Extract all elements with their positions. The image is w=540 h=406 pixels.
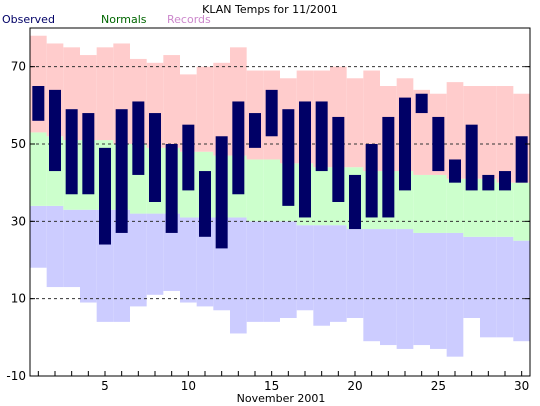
observed-bar <box>249 113 261 148</box>
below-normal-band <box>480 236 497 338</box>
observed-bar <box>449 159 461 183</box>
y-tick-label: 70 <box>11 60 26 74</box>
observed-bar <box>32 86 45 121</box>
observed-bar <box>465 124 478 191</box>
x-tick-label: 30 <box>514 379 529 393</box>
observed-bar <box>132 101 145 175</box>
observed-bar <box>299 101 311 218</box>
below-normal-band <box>446 232 464 357</box>
record-band <box>163 55 180 148</box>
normal-band <box>313 167 330 226</box>
below-normal-band <box>263 221 280 322</box>
below-normal-band <box>413 232 430 346</box>
record-band <box>446 82 464 179</box>
below-normal-band <box>346 229 364 318</box>
below-normal-band <box>113 209 130 322</box>
normal-band <box>413 174 430 233</box>
legend-observed: Observed <box>2 13 55 26</box>
x-tick-label: 10 <box>181 379 196 393</box>
observed-bar <box>399 97 411 191</box>
normal-band <box>513 182 530 241</box>
below-normal-band <box>396 229 414 349</box>
observed-bar <box>432 116 445 172</box>
normal-band <box>263 159 280 222</box>
normal-band <box>30 132 47 206</box>
normal-band <box>446 178 464 233</box>
below-normal-band <box>246 221 264 322</box>
observed-bar <box>515 136 528 183</box>
observed-bar <box>332 116 345 202</box>
below-normal-band <box>230 217 247 334</box>
x-axis-label: November 2001 <box>237 392 326 405</box>
y-tick-label: 50 <box>11 137 26 151</box>
observed-bar <box>415 93 428 114</box>
normal-band <box>246 159 264 222</box>
observed-bar <box>115 109 128 233</box>
below-normal-band <box>46 205 64 288</box>
below-normal-band <box>496 236 514 338</box>
below-normal-band <box>513 240 530 342</box>
plot-area: -10 10 30 50 70 5 10 15 20 25 30 <box>6 27 531 393</box>
plot-frame <box>29 27 531 377</box>
observed-bar <box>49 89 61 172</box>
x-tick-label: 5 <box>101 379 109 393</box>
below-normal-band <box>380 229 397 346</box>
observed-bar <box>382 116 395 218</box>
below-normal-band <box>196 217 214 307</box>
below-normal-band <box>296 225 314 311</box>
y-tick-label: 10 <box>11 292 26 306</box>
below-normal-band <box>463 236 480 318</box>
below-normal-band <box>163 213 180 291</box>
observed-bar <box>165 144 178 233</box>
observed-bar <box>199 171 211 237</box>
x-tick-label: 20 <box>347 379 362 393</box>
observed-bar <box>65 109 78 195</box>
below-normal-band <box>330 225 347 322</box>
chart-title: KLAN Temps for 11/2001 <box>202 3 338 16</box>
legend-normals: Normals <box>101 13 147 26</box>
x-tick-label: 15 <box>264 379 279 393</box>
observed-bar <box>365 144 378 218</box>
below-normal-band <box>180 217 197 303</box>
below-normal-band <box>363 229 380 342</box>
observed-bar <box>499 171 511 191</box>
observed-bar <box>349 174 361 230</box>
x-tick-label: 25 <box>431 379 446 393</box>
observed-bar <box>282 109 295 206</box>
observed-bar <box>99 147 111 245</box>
below-normal-band <box>280 221 297 318</box>
below-normal-band <box>313 225 330 326</box>
observed-bar <box>149 113 161 202</box>
record-band <box>213 62 230 156</box>
normal-band <box>480 178 497 237</box>
below-normal-band <box>63 209 80 288</box>
record-band <box>196 66 214 152</box>
below-normal-band <box>80 209 97 303</box>
observed-bar <box>315 101 328 172</box>
observed-bar <box>82 113 95 195</box>
normal-band <box>463 178 480 237</box>
below-normal-band <box>430 232 447 349</box>
below-normal-band <box>130 213 147 307</box>
record-band <box>346 78 364 168</box>
y-tick-label: 30 <box>11 214 26 228</box>
normal-band <box>430 174 447 233</box>
y-tick-label: -10 <box>6 369 26 383</box>
record-band <box>496 86 514 183</box>
record-band <box>480 86 497 179</box>
normal-band <box>496 182 514 237</box>
observed-bar <box>265 89 278 137</box>
observed-bar <box>182 124 195 191</box>
observed-bar <box>215 136 228 249</box>
record-band <box>96 47 114 141</box>
below-normal-band <box>30 205 47 268</box>
observed-bar <box>232 101 245 195</box>
observed-bar <box>482 174 495 191</box>
below-normal-band <box>146 213 164 295</box>
legend-records: Records <box>167 13 211 26</box>
